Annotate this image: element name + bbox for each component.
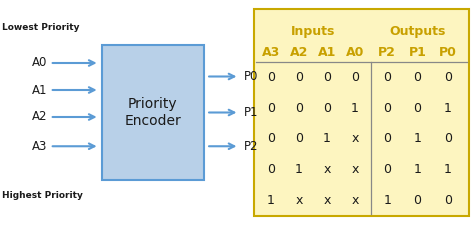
- Text: 0: 0: [323, 102, 331, 115]
- Text: 0: 0: [444, 71, 452, 84]
- Text: P1: P1: [409, 46, 427, 59]
- Text: Lowest Priority: Lowest Priority: [2, 22, 80, 32]
- Text: 0: 0: [267, 133, 275, 145]
- Text: 0: 0: [295, 102, 303, 115]
- Text: 0: 0: [383, 102, 392, 115]
- Text: x: x: [295, 194, 302, 207]
- Text: A1: A1: [318, 46, 336, 59]
- Text: 0: 0: [323, 71, 331, 84]
- Text: 0: 0: [444, 133, 452, 145]
- Text: 0: 0: [267, 102, 275, 115]
- Text: x: x: [351, 163, 359, 176]
- Text: 0: 0: [383, 163, 392, 176]
- Text: x: x: [323, 194, 330, 207]
- Text: 0: 0: [444, 194, 452, 207]
- Text: 0: 0: [295, 71, 303, 84]
- Text: P2: P2: [244, 140, 259, 153]
- Text: 1: 1: [444, 102, 452, 115]
- Text: 0: 0: [383, 133, 392, 145]
- Text: P2: P2: [378, 46, 396, 59]
- Text: 0: 0: [413, 71, 421, 84]
- Text: 1: 1: [383, 194, 391, 207]
- Text: 1: 1: [444, 163, 452, 176]
- Text: P0: P0: [244, 70, 258, 83]
- Text: x: x: [351, 133, 359, 145]
- Text: Outputs: Outputs: [389, 25, 446, 38]
- Text: P0: P0: [439, 46, 456, 59]
- Text: A2: A2: [32, 110, 47, 124]
- Text: 0: 0: [267, 163, 275, 176]
- Text: 1: 1: [413, 133, 421, 145]
- Text: A0: A0: [32, 56, 47, 70]
- Text: x: x: [323, 163, 330, 176]
- Text: A3: A3: [32, 140, 47, 153]
- Text: A2: A2: [290, 46, 308, 59]
- Text: 1: 1: [295, 163, 303, 176]
- Text: x: x: [351, 194, 359, 207]
- Text: Priority
Encoder: Priority Encoder: [125, 97, 181, 128]
- Text: A3: A3: [262, 46, 280, 59]
- Text: A1: A1: [32, 83, 47, 97]
- Text: 0: 0: [383, 71, 392, 84]
- Text: 0: 0: [295, 133, 303, 145]
- Text: 1: 1: [267, 194, 275, 207]
- Text: Inputs: Inputs: [291, 25, 335, 38]
- Text: 0: 0: [413, 194, 421, 207]
- Text: 0: 0: [351, 71, 359, 84]
- Text: 1: 1: [413, 163, 421, 176]
- Text: 0: 0: [267, 71, 275, 84]
- Text: A0: A0: [346, 46, 364, 59]
- Bar: [254, 9, 469, 216]
- Text: P1: P1: [244, 106, 259, 119]
- Bar: [102, 45, 204, 180]
- Text: Highest Priority: Highest Priority: [2, 191, 83, 200]
- Text: 1: 1: [351, 102, 359, 115]
- Text: 0: 0: [413, 102, 421, 115]
- Text: 1: 1: [323, 133, 331, 145]
